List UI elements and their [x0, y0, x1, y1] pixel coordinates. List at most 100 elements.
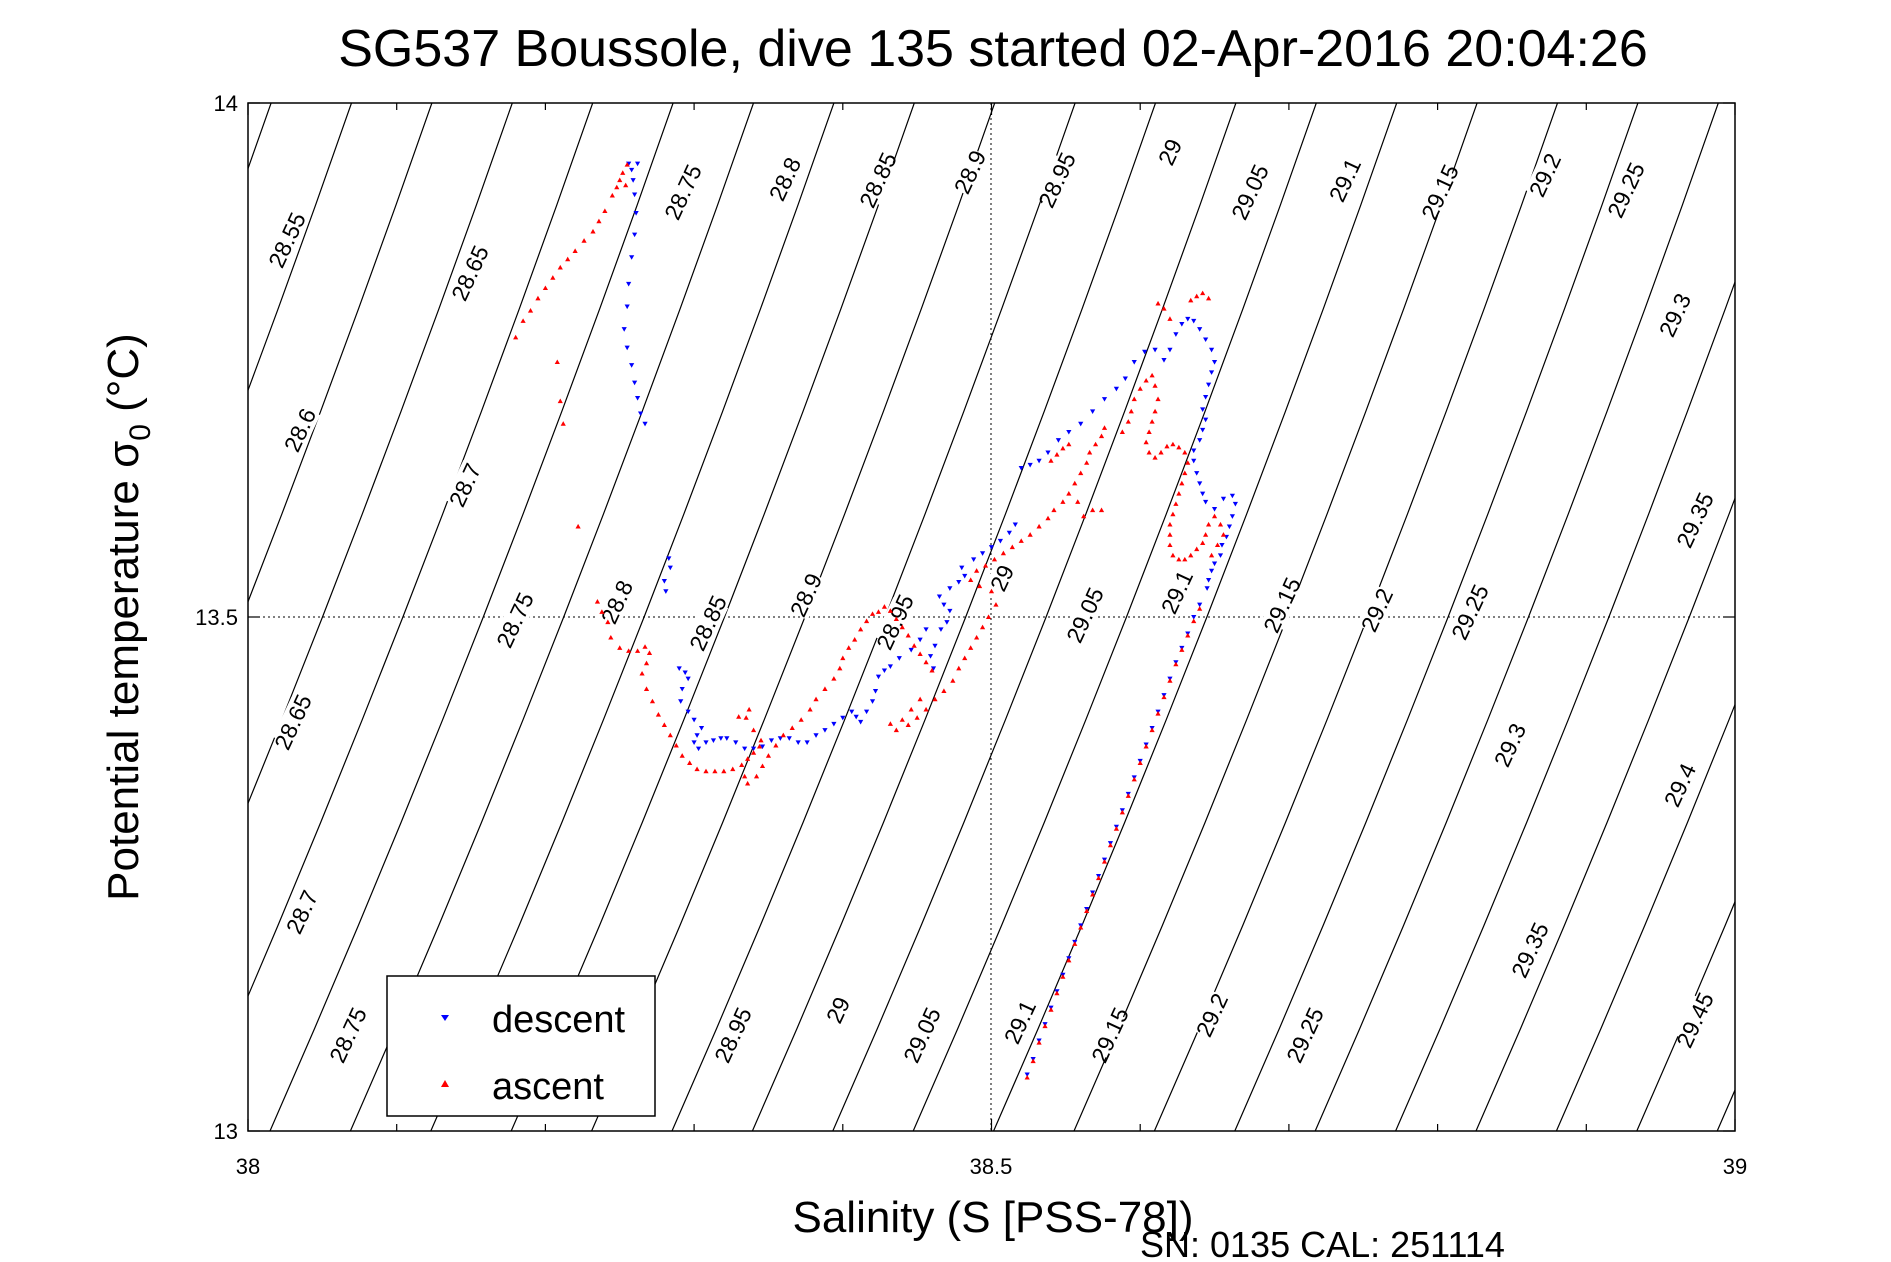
descent-point	[947, 608, 953, 614]
descent-point	[1131, 360, 1137, 365]
ascent-point	[869, 611, 876, 616]
sigma-symbol: σ	[99, 441, 148, 468]
descent-point	[629, 363, 635, 368]
ascent-point	[1092, 441, 1099, 447]
contour-label-bg	[1449, 586, 1491, 638]
ascent-point	[1024, 1074, 1030, 1080]
ascent-point	[608, 634, 614, 640]
descent-point	[962, 573, 968, 579]
ascent-point	[1167, 542, 1173, 548]
ascent-point	[746, 706, 752, 712]
ascent-point	[1179, 647, 1185, 652]
contour-label-bg	[1489, 719, 1531, 771]
descent-point	[988, 545, 995, 550]
descent-point	[1200, 427, 1206, 433]
ascent-point	[581, 238, 587, 243]
ascent-point	[1072, 941, 1078, 946]
ascent-point	[1149, 372, 1155, 378]
descent-point	[634, 396, 641, 401]
descent-point	[685, 676, 691, 682]
ascent-point	[1200, 540, 1206, 545]
descent-point	[642, 421, 648, 427]
ascent-point	[923, 659, 929, 665]
contour-label-bg	[1356, 584, 1398, 636]
contour-label-bg	[1659, 759, 1701, 811]
contour-label-bg	[1156, 566, 1198, 618]
descent-point	[1066, 429, 1072, 435]
descent-point	[786, 736, 792, 741]
ascent-point	[721, 768, 727, 774]
ascent-point	[1113, 826, 1120, 831]
x-tick-label: 38	[236, 1154, 260, 1179]
ascent-point	[739, 762, 745, 768]
ascent-point	[572, 248, 578, 254]
ascent-point	[750, 750, 757, 755]
ascent-point	[1066, 957, 1072, 963]
descent-point	[1206, 577, 1212, 583]
ascent-point	[527, 308, 534, 313]
ascent-point	[1155, 396, 1161, 402]
ascent-point	[905, 722, 911, 727]
ascent-point	[643, 660, 650, 666]
ascent-point	[617, 177, 623, 183]
descent-point	[1211, 561, 1218, 567]
descent-point	[944, 620, 950, 625]
descent-point	[691, 740, 697, 746]
descent-point	[759, 744, 766, 750]
descent-point	[1024, 1072, 1030, 1078]
descent-point	[1229, 493, 1235, 499]
descent-point	[923, 627, 929, 632]
ascent-point	[557, 264, 563, 270]
ascent-point	[646, 650, 653, 655]
ascent-point	[642, 644, 648, 649]
ascent-point	[1107, 842, 1114, 848]
ascent-point	[893, 727, 899, 733]
ascent-point	[1131, 776, 1137, 782]
ascent-point	[1155, 711, 1161, 716]
contour-label-bg	[1284, 1009, 1326, 1061]
descent-point	[629, 255, 635, 260]
descent-point	[703, 740, 709, 746]
ascent-point	[840, 655, 846, 661]
descent-point	[1197, 327, 1203, 332]
ascent-point	[911, 643, 917, 648]
descent-point	[666, 556, 672, 562]
contour-label-bg	[901, 1009, 943, 1061]
legend-descent-label: descent	[492, 999, 626, 1041]
descent-point	[971, 557, 977, 563]
descent-point	[1161, 358, 1167, 363]
contour-label-bg	[857, 154, 899, 206]
descent-point	[1232, 501, 1238, 507]
ascent-point	[1084, 460, 1090, 465]
descent-point	[938, 627, 944, 632]
ascent-point	[1167, 532, 1173, 537]
descent-point	[930, 666, 937, 671]
descent-point	[1219, 543, 1225, 548]
ascent-point	[1048, 1007, 1054, 1012]
ascent-point	[991, 556, 998, 562]
ascent-point	[745, 756, 751, 761]
density-contour	[1314, 103, 1719, 1131]
ascent-point	[655, 712, 662, 717]
axis-ticks	[247, 102, 1736, 1132]
descent-point	[1191, 615, 1197, 620]
ascent-point	[1167, 521, 1173, 527]
ascent-point	[750, 727, 757, 733]
ascent-point	[985, 614, 992, 619]
ascent-point	[617, 645, 623, 650]
ascent-point	[932, 696, 938, 702]
ascent-point	[988, 588, 995, 594]
ascent-point	[745, 780, 751, 786]
ascent-point	[1137, 760, 1143, 765]
contour-label-bg	[1324, 154, 1366, 206]
ascent-point	[1176, 556, 1182, 562]
descent-point	[1211, 507, 1218, 512]
density-contour	[248, 103, 513, 805]
ascent-point	[1066, 491, 1072, 496]
ascent-point	[1060, 445, 1066, 451]
ascent-point	[649, 698, 656, 704]
ascent-point	[1000, 550, 1006, 556]
legend-box	[386, 975, 656, 1117]
ascent-point	[712, 768, 718, 774]
